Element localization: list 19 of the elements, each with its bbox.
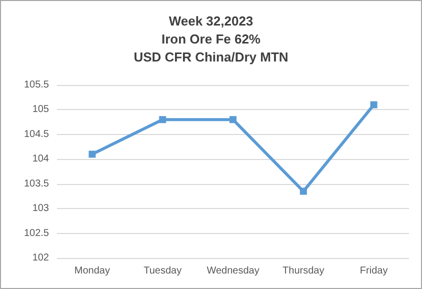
chart-title: Week 32,2023 Iron Ore Fe 62% USD CFR China/Dry MTN bbox=[134, 14, 288, 64]
y-tick-label: 104.5 bbox=[24, 128, 50, 140]
point bbox=[230, 116, 236, 124]
x-tick-label: Friday bbox=[360, 266, 388, 276]
point bbox=[159, 116, 166, 124]
point bbox=[88, 150, 96, 158]
y-tick-label: 103.5 bbox=[24, 178, 50, 190]
y-tick-label: 102.5 bbox=[24, 228, 50, 239]
x-tick-label: Wednesday bbox=[206, 266, 260, 276]
x-tick-label: Thursday bbox=[282, 266, 324, 276]
x-tick-label: Monday bbox=[74, 266, 110, 276]
y-tick-label: 105 bbox=[32, 104, 50, 116]
y-tick-label: 105.5 bbox=[24, 80, 50, 90]
y-tick-label: 102 bbox=[32, 252, 50, 264]
point bbox=[370, 101, 378, 108]
y-tick-label: 103 bbox=[32, 203, 50, 214]
x-tick-label: Tuesday bbox=[144, 266, 182, 276]
y-tick-label: 104 bbox=[32, 154, 50, 165]
point bbox=[300, 188, 307, 195]
